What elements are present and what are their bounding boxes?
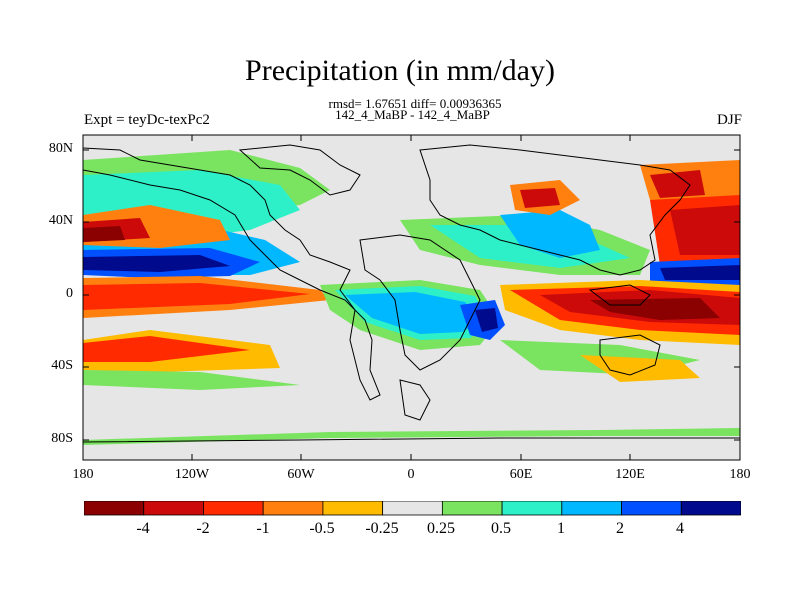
cases-line: 142_4_MaBP - 142_4_MaBP [335,107,490,122]
colorbar-label: 1 [557,520,565,537]
colorbar-swatch [143,501,204,516]
colorbar-swatch [621,501,682,516]
lat-label-0: 0 [66,286,73,301]
colorbar-swatch [203,501,264,516]
colorbar-swatch [441,501,503,516]
lat-label-80n: 80N [48,141,73,156]
colorbar-swatch [501,501,563,516]
coastlines [82,144,740,443]
colorbar-swatch [84,501,145,516]
experiment-label: Expt = teyDc-texPc2 [84,112,210,128]
lon-label-120e: 120E [615,467,645,482]
lat-label-40s: 40S [51,358,73,373]
lon-label-180w: 180 [72,467,94,482]
colorbar-swatch [262,501,324,516]
page-title: Precipitation (in mm/day) [245,54,555,87]
lon-label-60w: 60W [287,467,315,482]
lat-label-40n: 40N [48,213,73,228]
colorbar-label: -2 [196,520,210,537]
lat-label-80s: 80S [51,431,73,446]
colorbar-label: -1 [256,520,270,537]
season-label: DJF [716,112,742,128]
colorbar-label: -0.25 [365,520,399,537]
map-field [83,135,740,460]
colorbar-label: 4 [676,520,684,537]
colorbar [84,501,741,516]
colorbar-label: -4 [136,520,150,537]
lon-label-120w: 120W [174,467,210,482]
axis-ticks [83,135,740,460]
lon-label-180e: 180 [729,467,751,482]
colorbar-label: -0.5 [309,520,335,537]
colorbar-swatch [561,501,622,516]
colorbar-swatch [382,501,443,516]
stats-line: rmsd= 1.67651 diff= 0.00936365 [328,96,502,111]
colorbar-label: 0.5 [491,520,511,537]
colorbar-label: 2 [616,520,624,537]
colorbar-swatch [322,501,384,516]
colorbar-label: 0.25 [427,520,455,537]
colorbar-swatch [680,501,741,516]
lon-label-0: 0 [407,467,415,482]
lon-label-60e: 60E [509,467,533,482]
